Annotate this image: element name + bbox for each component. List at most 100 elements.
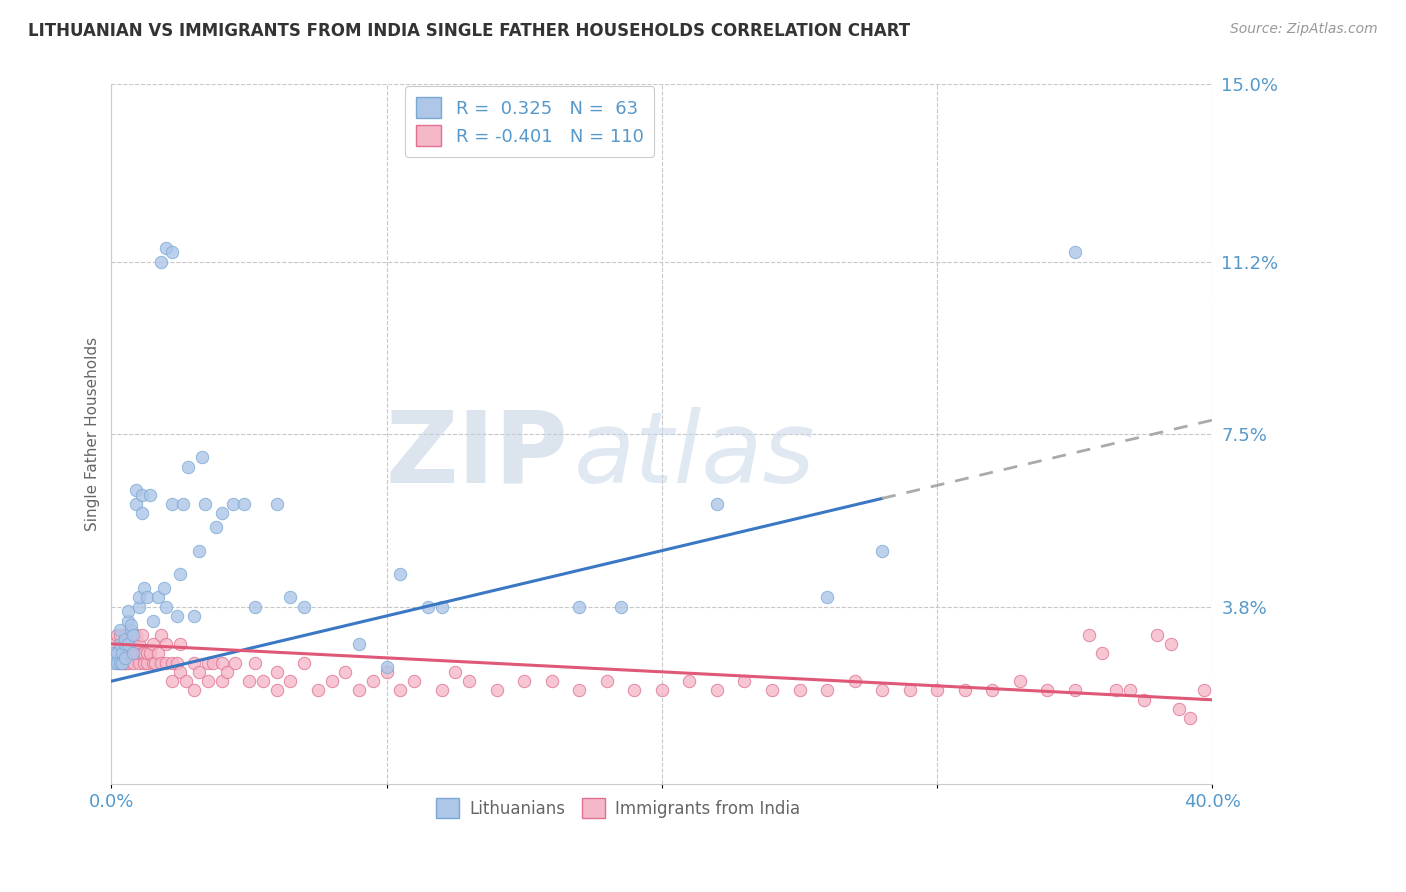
Point [111,656,134,670]
Point [149,627,172,641]
Point [160,245,183,260]
Point [540,674,562,689]
Point [177,459,200,474]
Point [111,646,134,660]
Point [149,254,172,268]
Point [278,674,301,689]
Point [232,497,254,511]
Point [609,599,631,614]
Point [1077,627,1099,641]
Point [205,520,228,534]
Point [155,637,177,651]
Point [815,591,838,605]
Point [321,674,343,689]
Point [117,637,139,651]
Point [169,665,191,679]
Point [1063,683,1085,698]
Point [122,637,145,651]
Point [114,637,136,651]
Point [114,656,136,670]
Point [197,674,219,689]
Point [211,674,233,689]
Point [128,656,150,670]
Point [169,637,191,651]
Point [105,656,128,670]
Point [1192,683,1215,698]
Legend: Lithuanians, Immigrants from India: Lithuanians, Immigrants from India [429,792,807,824]
Point [347,637,370,651]
Point [568,599,591,614]
Point [114,651,136,665]
Point [142,656,165,670]
Point [761,683,783,698]
Point [166,656,188,670]
Point [623,683,645,698]
Point [1036,683,1059,698]
Point [174,674,197,689]
Point [103,637,125,651]
Point [1180,711,1202,725]
Point [197,656,219,670]
Point [266,665,288,679]
Point [131,488,153,502]
Point [927,683,949,698]
Point [733,674,755,689]
Point [335,665,357,679]
Point [1168,702,1191,716]
Point [215,665,238,679]
Point [266,497,288,511]
Point [134,581,156,595]
Point [155,656,177,670]
Point [145,656,167,670]
Point [131,627,153,641]
Point [120,646,142,660]
Point [120,627,142,641]
Point [844,674,866,689]
Point [1119,683,1142,698]
Point [238,674,260,689]
Point [347,683,370,698]
Point [105,656,128,670]
Point [1008,674,1031,689]
Point [1063,245,1085,260]
Point [134,656,156,670]
Point [148,646,170,660]
Point [108,623,131,637]
Point [183,683,205,698]
Point [103,656,125,670]
Point [149,656,172,670]
Point [404,674,426,689]
Point [870,543,893,558]
Point [125,627,148,641]
Point [172,497,194,511]
Point [870,683,893,698]
Point [166,608,188,623]
Point [211,656,233,670]
Point [125,483,148,497]
Point [128,591,150,605]
Point [103,646,125,660]
Point [416,599,439,614]
Point [125,646,148,660]
Point [898,683,921,698]
Point [266,683,288,698]
Point [155,241,177,255]
Point [1132,693,1154,707]
Point [361,674,384,689]
Point [152,581,174,595]
Point [513,674,536,689]
Text: atlas: atlas [574,407,815,504]
Point [1146,627,1168,641]
Point [160,497,183,511]
Point [122,627,145,641]
Point [155,599,177,614]
Point [430,599,453,614]
Point [111,656,134,670]
Point [292,599,315,614]
Point [815,683,838,698]
Point [981,683,1004,698]
Point [160,656,183,670]
Point [122,646,145,660]
Point [188,543,211,558]
Point [134,646,156,660]
